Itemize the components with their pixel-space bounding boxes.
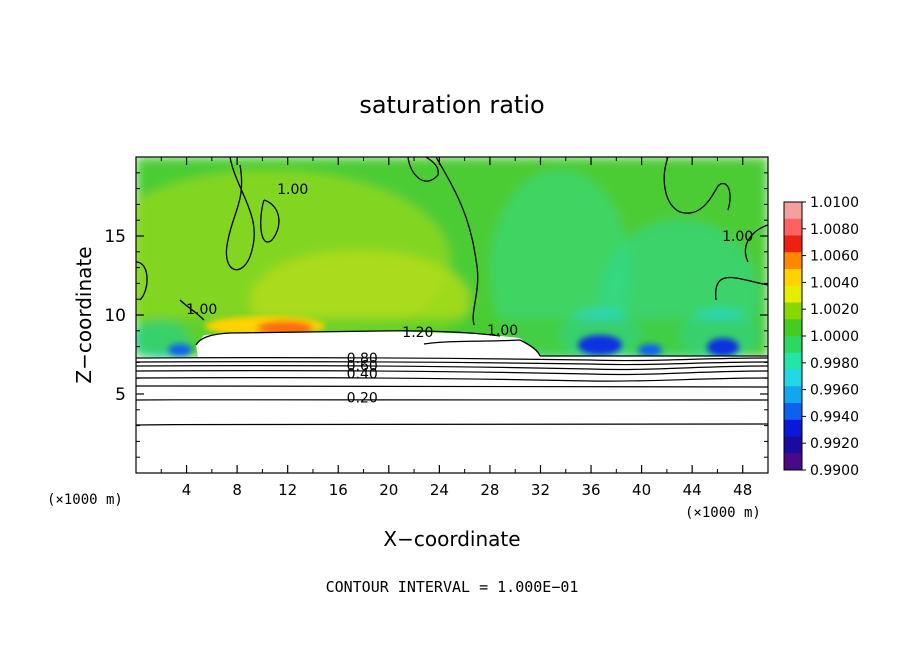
x-tick-label: 8 bbox=[232, 481, 242, 499]
x-axis-label: X−coordinate bbox=[383, 527, 520, 551]
contour-interval-note: CONTOUR INTERVAL = 1.000E−01 bbox=[326, 578, 579, 596]
contour-label: 0.20 bbox=[347, 390, 378, 406]
colorbar-label: 1.0020 bbox=[810, 302, 859, 318]
contour-label: 1.20 bbox=[402, 325, 433, 341]
y-tick-label: 10 bbox=[104, 306, 126, 326]
y-axis-label: Z−coordinate bbox=[72, 246, 96, 383]
colorbar-swatch bbox=[784, 369, 802, 387]
cloud-region bbox=[136, 331, 768, 473]
x-tick-label: 4 bbox=[182, 481, 192, 499]
colorbar-swatch bbox=[784, 386, 802, 404]
colorbar-label: 1.0000 bbox=[810, 329, 859, 345]
contour-label: 0.60 bbox=[347, 359, 378, 375]
colorbar-swatch bbox=[784, 453, 802, 471]
colorbar-swatch bbox=[784, 218, 802, 236]
x-tick-label: 48 bbox=[733, 481, 752, 499]
colorbar-swatch bbox=[784, 419, 802, 437]
x-tick-label: 28 bbox=[480, 481, 499, 499]
colorbar: 1.0100 1.0080 1.0060 1.0040 1.0020 1.0000 0.99… bbox=[783, 195, 859, 479]
stratified-contours bbox=[136, 357, 768, 426]
colorbar-label: 1.0040 bbox=[810, 275, 859, 291]
contour-label: 1.00 bbox=[487, 323, 518, 339]
x-unit-label-left: (×1000 m) bbox=[47, 492, 123, 508]
colorbar-label: 0.9900 bbox=[810, 463, 859, 479]
colorbar-label: 0.9980 bbox=[810, 356, 859, 372]
colorbar-swatch bbox=[784, 269, 802, 287]
x-tick-label: 20 bbox=[379, 481, 398, 499]
x-tick-label: 24 bbox=[430, 481, 449, 499]
x-tick-label: 44 bbox=[683, 481, 702, 499]
chart-title: saturation ratio bbox=[359, 91, 544, 119]
x-tick-label: 36 bbox=[581, 481, 600, 499]
contour-labels: 1.20 1.00 1.00 1.00 1.00 0.800.600.40 0.20 bbox=[186, 182, 753, 407]
colorbar-swatch bbox=[784, 319, 802, 337]
colorbar-label: 1.0060 bbox=[810, 249, 859, 265]
plot-area bbox=[136, 157, 768, 473]
colorbar-label: 0.9920 bbox=[810, 436, 859, 452]
x-tick-label: 12 bbox=[278, 481, 297, 499]
colorbar-label: 1.0100 bbox=[810, 195, 859, 211]
colorbar-swatch bbox=[784, 436, 802, 454]
colorbar-label: 0.9960 bbox=[810, 383, 859, 399]
colorbar-swatch bbox=[784, 336, 802, 354]
x-axis: 4 8 12 16 20 24 28 32 36 40 44 48 bbox=[160, 157, 752, 499]
cloud-top-highlights bbox=[168, 316, 739, 356]
colorbar-swatch bbox=[784, 202, 802, 220]
x-tick-label: 40 bbox=[632, 481, 651, 499]
colorbar-swatch bbox=[784, 352, 802, 370]
y-tick-label: 5 bbox=[115, 385, 126, 405]
x-unit-label-right: (×1000 m) bbox=[685, 505, 761, 521]
contour-label: 1.00 bbox=[722, 229, 753, 245]
colorbar-swatch bbox=[784, 302, 802, 320]
y-axis: 5 10 15 bbox=[104, 172, 768, 458]
colorbar-label: 1.0080 bbox=[810, 222, 859, 238]
colorbar-label: 0.9940 bbox=[810, 409, 859, 425]
contour-label: 0.80 bbox=[347, 351, 378, 367]
colorbar-swatch bbox=[784, 252, 802, 270]
colorbar-swatch bbox=[784, 403, 802, 421]
contour-label: 1.00 bbox=[277, 182, 308, 198]
contour-label: 1.00 bbox=[186, 302, 217, 318]
y-tick-label: 15 bbox=[104, 227, 126, 247]
contour-label: 0.40 bbox=[347, 367, 378, 383]
x-tick-label: 32 bbox=[531, 481, 550, 499]
colorbar-swatch bbox=[784, 235, 802, 253]
x-tick-label: 16 bbox=[329, 481, 348, 499]
contour-lines bbox=[136, 157, 768, 357]
colorbar-swatch bbox=[784, 285, 802, 303]
